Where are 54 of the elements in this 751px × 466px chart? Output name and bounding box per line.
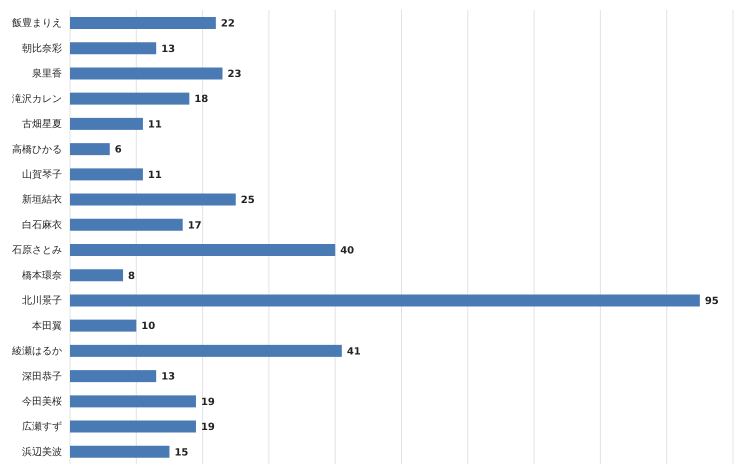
data-label: 19	[200, 396, 215, 408]
data-label: 25	[240, 195, 255, 206]
bar	[70, 446, 170, 458]
bar	[70, 92, 190, 105]
bar	[70, 395, 196, 408]
y-tick-label: 今田美桜	[22, 395, 62, 408]
bar	[70, 320, 136, 332]
bar	[70, 17, 216, 29]
bar	[70, 370, 156, 382]
bar	[70, 344, 342, 357]
bar	[70, 118, 143, 130]
y-tick-label: 朝比奈彩	[22, 42, 62, 54]
y-tick-label: 古畑星夏	[22, 118, 62, 130]
data-label: 10	[141, 321, 156, 332]
data-label: 11	[148, 170, 162, 181]
data-label: 13	[161, 44, 176, 55]
bar	[70, 168, 143, 180]
bar	[70, 143, 110, 156]
y-tick-label: 石原さとみ	[12, 245, 62, 256]
data-label: 18	[194, 94, 208, 106]
y-tick-label: 新垣結衣	[22, 194, 62, 206]
y-tick-label: 飯豊まりえ	[12, 17, 62, 30]
data-label: 6	[114, 144, 122, 156]
data-label: 19	[200, 422, 215, 434]
y-tick-label: 泉里香	[32, 68, 62, 80]
data-label: 95	[704, 296, 719, 307]
y-tick-label: 綾瀬はるか	[11, 345, 62, 358]
data-label: 13	[161, 372, 176, 383]
bar	[70, 244, 336, 256]
y-tick-label: 橋本環奈	[22, 269, 62, 282]
data-label: 15	[174, 447, 188, 458]
bar	[70, 67, 222, 80]
bar	[70, 269, 124, 282]
y-tick-label: 高橋ひかる	[12, 143, 62, 156]
y-tick-label: 滝沢カレン	[12, 92, 62, 105]
y-tick-label: 浜辺美波	[22, 446, 62, 458]
data-label: 11	[148, 119, 162, 130]
y-tick-label: 白石麻衣	[22, 218, 62, 231]
bar	[70, 42, 156, 54]
bar	[70, 420, 196, 433]
data-label: 23	[227, 68, 242, 80]
bar	[70, 218, 183, 231]
data-label: 41	[346, 346, 361, 358]
y-tick-label: 山賀琴子	[22, 168, 62, 180]
y-tick-label: 北川景子	[22, 294, 62, 307]
y-tick-label: 深田恭子	[22, 370, 62, 382]
bar	[70, 294, 700, 306]
data-label: 22	[220, 18, 235, 30]
data-label: 40	[340, 246, 354, 257]
data-label: 17	[188, 220, 202, 232]
y-tick-label: 本田翼	[32, 320, 62, 332]
y-tick-label: 広瀬すず	[22, 420, 62, 433]
bar	[70, 194, 236, 206]
data-label: 8	[128, 270, 136, 282]
